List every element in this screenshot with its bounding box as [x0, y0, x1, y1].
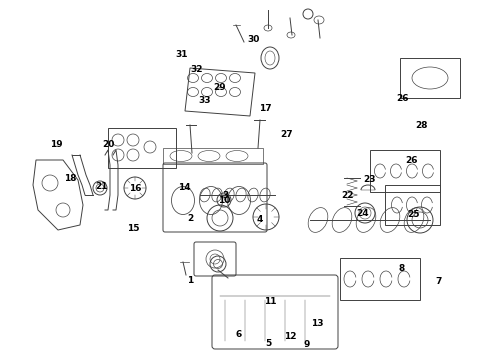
Text: 24: 24 — [356, 209, 369, 218]
Bar — [370, 150, 440, 192]
Text: 21: 21 — [96, 182, 108, 192]
Text: 33: 33 — [198, 96, 211, 105]
Text: 26: 26 — [396, 94, 409, 103]
Text: 32: 32 — [191, 65, 203, 74]
Text: 17: 17 — [259, 104, 272, 113]
Text: 25: 25 — [407, 210, 419, 219]
Bar — [163, 148, 263, 164]
Text: 2: 2 — [187, 214, 193, 223]
Text: 18: 18 — [64, 174, 76, 183]
Bar — [400, 58, 460, 98]
Text: 28: 28 — [415, 121, 428, 130]
Text: 10: 10 — [218, 197, 231, 205]
Text: 11: 11 — [264, 297, 276, 306]
Text: 19: 19 — [49, 140, 62, 149]
Text: 1: 1 — [187, 276, 193, 284]
Text: 26: 26 — [405, 156, 418, 165]
Text: 3: 3 — [222, 191, 228, 199]
Text: 15: 15 — [127, 224, 140, 233]
Text: 5: 5 — [265, 339, 271, 348]
Text: 12: 12 — [284, 332, 296, 341]
Text: 20: 20 — [102, 140, 115, 149]
Text: 31: 31 — [175, 50, 188, 59]
Text: 9: 9 — [303, 341, 310, 349]
Text: 29: 29 — [213, 83, 226, 92]
Text: 27: 27 — [280, 130, 293, 139]
Bar — [340, 258, 420, 300]
Bar — [108, 128, 176, 168]
Text: 13: 13 — [311, 319, 324, 328]
Text: 7: 7 — [436, 277, 442, 287]
Text: 6: 6 — [236, 330, 242, 339]
Text: 4: 4 — [256, 215, 263, 224]
Text: 8: 8 — [399, 264, 405, 273]
Text: 23: 23 — [364, 175, 376, 184]
Text: 16: 16 — [129, 184, 142, 193]
Text: 30: 30 — [247, 35, 260, 44]
Text: 22: 22 — [342, 191, 354, 200]
Text: 14: 14 — [178, 183, 191, 192]
Bar — [385, 185, 440, 225]
